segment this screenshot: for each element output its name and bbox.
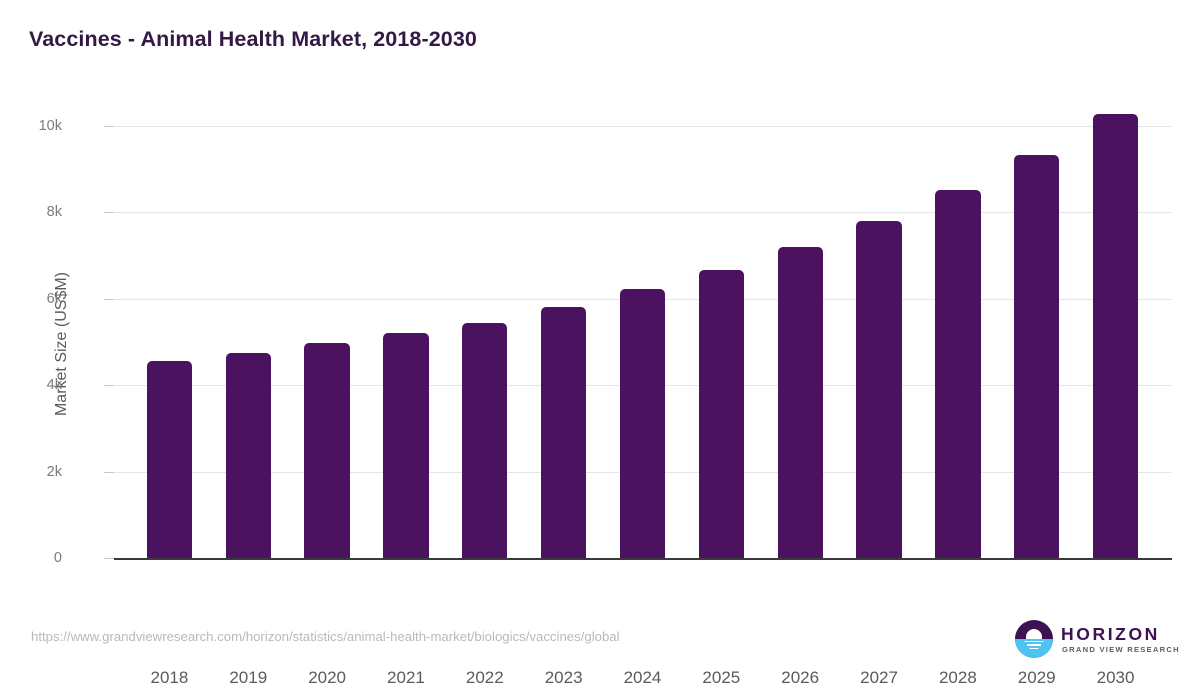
horizon-logo[interactable]: HORIZON GRAND VIEW RESEARCH <box>1015 618 1179 660</box>
x-tick-label-2025: 2025 <box>702 668 741 687</box>
x-tick-label-2018: 2018 <box>150 668 189 687</box>
logo-ray-1 <box>1024 640 1044 643</box>
horizon-logo-icon <box>1015 620 1053 658</box>
bar-2023[interactable] <box>540 307 587 558</box>
logo-ray-3 <box>1029 647 1039 650</box>
bar-2027[interactable] <box>856 221 902 558</box>
y-tick-label: 8k <box>46 204 62 221</box>
y-tick-label: 2k <box>46 463 62 480</box>
x-tick-label-2019: 2019 <box>229 668 268 687</box>
y-tick-label: 10k <box>38 118 62 134</box>
logo-wordmark: HORIZON <box>1061 624 1160 644</box>
logo-tagline: GRAND VIEW RESEARCH <box>1062 645 1180 654</box>
gridline <box>114 126 1172 127</box>
bar-2025[interactable] <box>698 269 744 558</box>
x-tick-label-2028: 2028 <box>938 668 977 687</box>
bar-2024[interactable] <box>619 288 666 558</box>
bar-2019[interactable] <box>225 353 271 558</box>
y-tick-mark <box>104 385 114 387</box>
y-tick-label: 6k <box>46 290 62 307</box>
x-tick-label-2030: 2030 <box>1096 668 1135 687</box>
bar-2022[interactable] <box>462 322 508 558</box>
logo-ray-2 <box>1027 644 1041 646</box>
bar-2030[interactable] <box>1092 114 1139 558</box>
bar-2029[interactable] <box>1014 154 1060 558</box>
x-tick-label-2029: 2029 <box>1017 668 1056 687</box>
y-tick-mark <box>104 298 114 300</box>
x-tick-label-2022: 2022 <box>465 668 504 687</box>
x-tick-label-2027: 2027 <box>860 668 898 687</box>
y-tick-label: 4k <box>46 377 62 394</box>
x-tick-label-2026: 2026 <box>781 668 820 687</box>
bar-2018[interactable] <box>146 361 193 558</box>
y-tick-mark <box>104 558 114 559</box>
page-title: Vaccines - Animal Health Market, 2018-20… <box>29 27 477 51</box>
x-tick-label-2020: 2020 <box>308 668 347 687</box>
y-axis-title: Market Size (US$M) <box>53 271 70 417</box>
x-tick-label-2024: 2024 <box>623 668 662 687</box>
source-url[interactable]: https://www.grandviewresearch.com/horizo… <box>31 629 620 644</box>
x-tick-label-2021: 2021 <box>387 668 425 687</box>
y-tick-mark <box>104 212 114 214</box>
bar-2026[interactable] <box>777 246 823 558</box>
x-tick-label-2023: 2023 <box>544 668 583 687</box>
x-axis-line <box>114 558 1172 560</box>
y-tick-label: 0 <box>53 550 62 566</box>
bar-2020[interactable] <box>304 343 350 558</box>
logo-sun-icon <box>1026 629 1042 639</box>
bar-series: 2018 2019 2020 2021 2022 2023 2024 2025 2026 2027… <box>114 100 1172 687</box>
y-tick-mark <box>104 126 114 127</box>
bar-2021[interactable] <box>383 333 429 558</box>
y-tick-mark <box>104 471 114 473</box>
bar-2028[interactable] <box>935 189 981 558</box>
gridline <box>114 212 1172 214</box>
